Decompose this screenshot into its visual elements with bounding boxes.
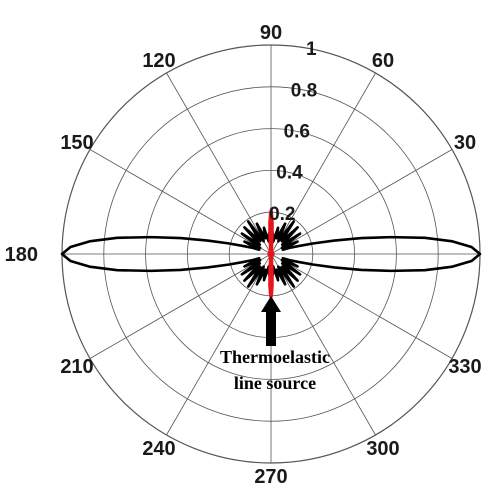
radial-tick-label: 0.4 [276, 163, 303, 184]
series-layer [60, 207, 482, 301]
angle-tick-label: 150 [60, 132, 93, 154]
angle-tick-label: 30 [454, 132, 476, 154]
annotation: Thermoelastic line source [220, 296, 330, 393]
grid-spoke [166, 253, 272, 436]
angle-tick-label: 300 [366, 438, 399, 460]
angle-tick-label: 240 [142, 438, 175, 460]
radial-tick-label: 0.2 [269, 204, 295, 225]
angle-tick-label: 270 [254, 466, 287, 488]
grid-spoke [270, 72, 376, 255]
grid-spoke [89, 149, 272, 255]
series-line [60, 220, 482, 288]
angle-tick-label: 330 [448, 356, 481, 378]
tick-labels: 03060901201501802102402703003300.20.40.6… [5, 22, 482, 488]
grid-spoke [270, 253, 376, 436]
radial-tick-label: 0.8 [291, 80, 317, 101]
angle-tick-label: 60 [372, 50, 394, 72]
annotation-arrow [261, 296, 281, 346]
annotation-line-2: line source [234, 373, 316, 393]
angle-tick-label: 90 [260, 22, 282, 44]
angle-tick-label: 180 [5, 244, 38, 266]
angle-tick-label: 120 [142, 50, 175, 72]
grid-spoke [270, 253, 453, 359]
annotation-line-1: Thermoelastic [220, 347, 330, 367]
grid-spoke [270, 149, 453, 255]
radial-tick-label: 1 [306, 39, 317, 60]
grid-spoke [89, 253, 272, 359]
grid-spoke [166, 72, 272, 255]
series-line [267, 207, 275, 301]
angle-tick-label: 210 [60, 356, 93, 378]
radial-tick-label: 0.6 [284, 122, 310, 143]
